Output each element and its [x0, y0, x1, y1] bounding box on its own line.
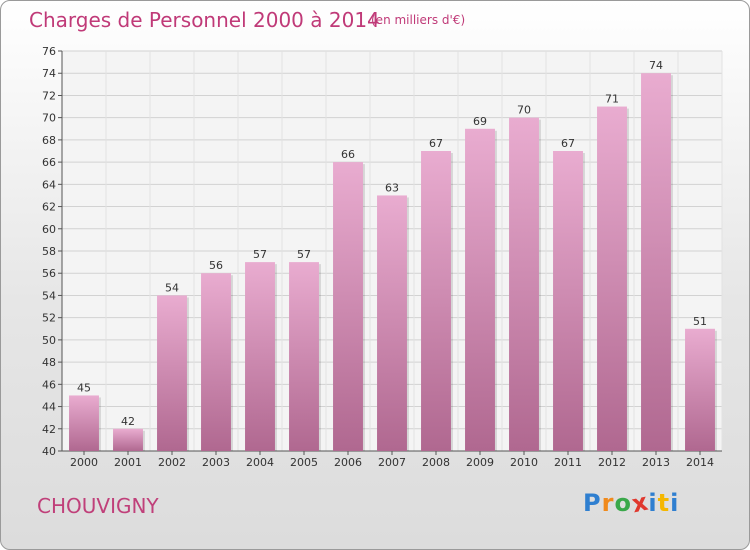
y-tick-label: 58: [42, 245, 56, 258]
x-tick-label: 2011: [554, 456, 582, 469]
x-tick-label: 2009: [466, 456, 494, 469]
x-tick-label: 2004: [246, 456, 274, 469]
data-label: 45: [77, 381, 91, 394]
bar: [685, 328, 715, 451]
commune-name: CHOUVIGNY: [37, 494, 159, 518]
bar: [201, 273, 231, 451]
bar: [245, 262, 275, 451]
y-tick-label: 44: [42, 401, 56, 414]
y-tick-label: 72: [42, 89, 56, 102]
bar: [333, 162, 363, 451]
y-tick-label: 50: [42, 334, 56, 347]
data-label: 56: [209, 259, 223, 272]
x-tick-label: 2002: [158, 456, 186, 469]
data-label: 70: [517, 104, 531, 117]
x-tick-label: 2001: [114, 456, 142, 469]
chart-title: Charges de Personnel 2000 à 2014: [29, 8, 380, 32]
data-label: 63: [385, 181, 399, 194]
x-tick-label: 2007: [378, 456, 406, 469]
data-label: 57: [297, 248, 311, 261]
y-tick-label: 40: [42, 445, 56, 458]
x-tick-label: 2013: [642, 456, 670, 469]
y-tick-label: 66: [42, 156, 56, 169]
data-label: 54: [165, 281, 179, 294]
y-tick-label: 54: [42, 289, 56, 302]
logo-letter: i: [670, 489, 680, 517]
x-tick-label: 2005: [290, 456, 318, 469]
logo-letter: i: [648, 489, 658, 517]
bar: [465, 128, 495, 451]
y-tick-label: 46: [42, 378, 56, 391]
bar: [289, 262, 319, 451]
y-tick-label: 68: [42, 134, 56, 147]
y-tick-label: 62: [42, 201, 56, 214]
data-label: 51: [693, 315, 707, 328]
y-tick-label: 70: [42, 112, 56, 125]
y-tick-label: 48: [42, 356, 56, 369]
bar: [157, 295, 187, 451]
data-label: 71: [605, 93, 619, 106]
data-label: 74: [649, 59, 663, 72]
data-label: 66: [341, 148, 355, 161]
proxiti-logo: Proxiti: [583, 488, 680, 519]
y-tick-label: 52: [42, 312, 56, 325]
bar: [69, 395, 99, 451]
x-tick-label: 2003: [202, 456, 230, 469]
logo-letter: o: [614, 489, 632, 517]
x-tick-label: 2014: [686, 456, 714, 469]
bar: [553, 151, 583, 451]
data-label: 57: [253, 248, 267, 261]
bar: [597, 106, 627, 452]
y-tick-label: 60: [42, 223, 56, 236]
data-label: 42: [121, 415, 135, 428]
bar: [113, 428, 143, 451]
data-label: 67: [429, 137, 443, 150]
bar: [421, 151, 451, 451]
x-tick-label: 2006: [334, 456, 362, 469]
x-tick-label: 2012: [598, 456, 626, 469]
logo-letter: r: [601, 489, 615, 517]
y-tick-label: 56: [42, 267, 56, 280]
x-tick-label: 2010: [510, 456, 538, 469]
bar: [377, 195, 407, 451]
y-tick-label: 64: [42, 178, 56, 191]
y-tick-label: 74: [42, 67, 56, 80]
x-tick-label: 2008: [422, 456, 450, 469]
bar: [641, 73, 671, 451]
data-label: 67: [561, 137, 575, 150]
logo-letter: P: [583, 489, 602, 517]
chart-subtitle: (en milliers d'€): [371, 13, 466, 27]
bar: [509, 117, 539, 452]
x-tick-label: 2000: [70, 456, 98, 469]
data-label: 69: [473, 115, 487, 128]
y-tick-label: 76: [42, 45, 56, 58]
y-tick-label: 42: [42, 423, 56, 436]
logo-letter: t: [657, 489, 671, 517]
